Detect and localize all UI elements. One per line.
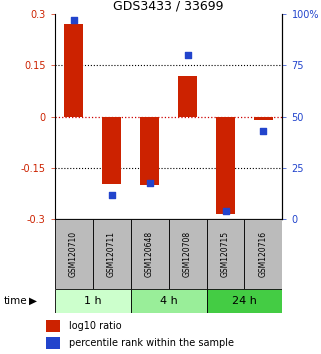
Point [185, 52, 190, 58]
Point [223, 209, 228, 214]
Point [71, 17, 76, 23]
Bar [46, 337, 60, 349]
Text: GSM120710: GSM120710 [69, 231, 78, 277]
Text: percentile rank within the sample: percentile rank within the sample [69, 338, 234, 348]
Bar [92, 219, 131, 289]
Bar [169, 219, 206, 289]
Point [109, 192, 114, 198]
Bar [206, 289, 282, 313]
Text: 4 h: 4 h [160, 296, 178, 306]
Bar [131, 289, 206, 313]
Bar [46, 320, 60, 332]
Bar [140, 117, 159, 185]
Bar [206, 219, 245, 289]
Text: 24 h: 24 h [232, 296, 257, 306]
Bar [216, 117, 235, 214]
Text: GSM120708: GSM120708 [183, 231, 192, 277]
Text: GSM120711: GSM120711 [107, 231, 116, 277]
Bar [245, 219, 282, 289]
Bar [131, 219, 169, 289]
Title: GDS3433 / 33699: GDS3433 / 33699 [113, 0, 224, 13]
Text: GSM120648: GSM120648 [145, 231, 154, 277]
Bar [254, 117, 273, 120]
Bar [64, 24, 83, 117]
Text: log10 ratio: log10 ratio [69, 321, 122, 331]
Text: time: time [3, 296, 27, 306]
Text: GSM120715: GSM120715 [221, 231, 230, 277]
Text: GSM120716: GSM120716 [259, 231, 268, 277]
Point [147, 180, 152, 185]
Bar [178, 76, 197, 117]
Text: ▶: ▶ [29, 296, 37, 306]
Point [261, 129, 266, 134]
Text: 1 h: 1 h [84, 296, 101, 306]
Bar [55, 289, 131, 313]
Bar [102, 117, 121, 183]
Bar [55, 219, 92, 289]
